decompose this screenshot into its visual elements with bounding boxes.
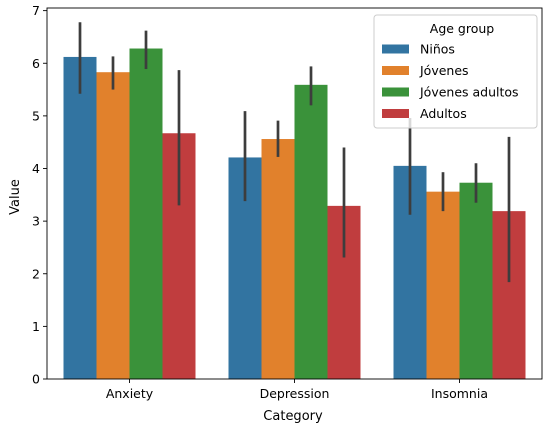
y-tick-label: 4 — [32, 161, 40, 176]
y-tick-label: 7 — [32, 3, 40, 18]
x-axis: Anxiety Depression Insomnia — [106, 379, 488, 401]
x-tick-label-insomnia: Insomnia — [431, 386, 488, 401]
legend-label-series-3: Adultos — [420, 106, 467, 121]
bar-depression-series-2 — [294, 84, 328, 379]
legend-swatch-series-1 — [382, 66, 409, 75]
legend-swatch-series-3 — [382, 109, 409, 118]
legend-swatch-series-0 — [382, 44, 409, 54]
plot-area — [46, 7, 543, 380]
x-tick-label-anxiety: Anxiety — [106, 386, 154, 401]
bar-anxiety-series-2 — [129, 48, 163, 380]
legend-frame — [373, 14, 538, 129]
legend-label-series-2: Jóvenes adultos — [419, 85, 519, 100]
bar-anxiety-series-0 — [63, 56, 97, 379]
legend-label-series-1: Jóvenes — [419, 63, 469, 78]
bar-depression-series-1 — [261, 139, 295, 379]
bar-anxiety-series-1 — [96, 72, 130, 379]
y-tick-label: 0 — [32, 372, 40, 387]
x-tick-label-depression: Depression — [260, 386, 330, 401]
y-axis: 0 1 2 3 4 5 6 7 — [32, 3, 47, 387]
y-tick-label: 2 — [32, 266, 40, 281]
legend-swatch-series-2 — [382, 87, 409, 97]
legend-label-series-0: Niños — [420, 42, 455, 57]
x-axis-label: Category — [263, 409, 323, 424]
y-tick-label: 3 — [32, 214, 40, 229]
legend: Age group Niños Jóvenes Jóvenes adultos Adu… — [373, 14, 538, 129]
y-tick-label: 6 — [32, 56, 40, 71]
y-axis-label: Value — [8, 179, 23, 215]
bar-insomnia-series-2 — [459, 182, 493, 379]
bar-insomnia-series-1 — [426, 191, 460, 379]
y-tick-label: 1 — [32, 319, 40, 334]
legend-title: Age group — [430, 21, 495, 36]
y-tick-label: 5 — [32, 108, 40, 123]
